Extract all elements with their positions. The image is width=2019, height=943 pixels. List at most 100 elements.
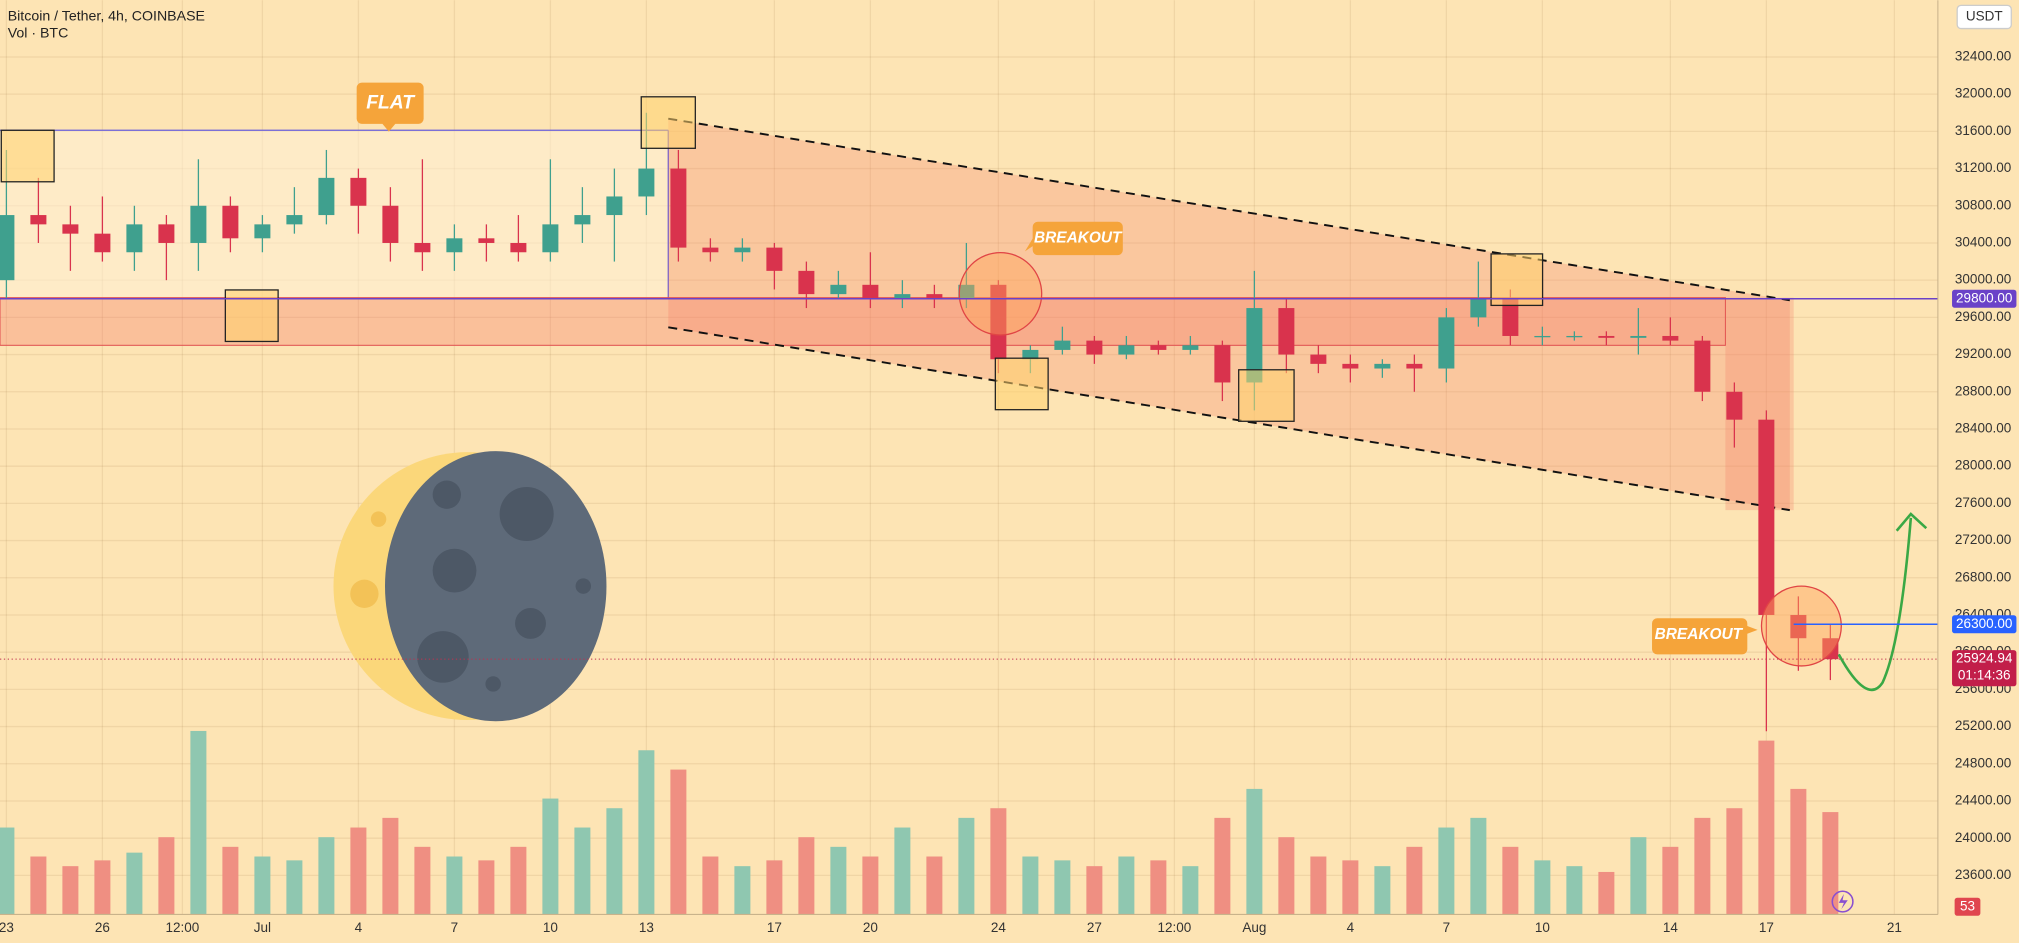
candle-body [1118, 345, 1135, 355]
replay-icon[interactable] [1831, 890, 1854, 913]
volume-bar [254, 856, 271, 915]
candle-body [1566, 335, 1583, 338]
candle-body [126, 224, 143, 253]
y-tick-label: 28000.00 [1955, 458, 2011, 473]
volume-bar [1694, 817, 1711, 915]
candle-body [446, 238, 463, 253]
volume-tag [1954, 897, 1981, 916]
volume-bar [926, 856, 943, 915]
y-tick-label: 30800.00 [1955, 197, 2011, 212]
candle-body [1662, 335, 1679, 341]
x-tick-label: 4 [355, 920, 363, 935]
boxes [0, 96, 1544, 422]
volume-bar [126, 852, 143, 915]
y-tick-label: 24400.00 [1955, 793, 2011, 808]
y-tick-label: 27600.00 [1955, 495, 2011, 510]
candle-body [414, 242, 431, 253]
candle-body [1182, 345, 1199, 350]
candle-body [766, 247, 783, 271]
volume-bar [1726, 808, 1743, 915]
volume-bar [1278, 837, 1295, 915]
volume-bar [1118, 856, 1135, 915]
volume-bar [1790, 788, 1807, 915]
x-tick-label: 27 [1087, 920, 1102, 935]
volume-bar [158, 837, 175, 915]
volume-bar [1342, 860, 1359, 915]
candle-body [1758, 419, 1775, 615]
volume-bar [798, 837, 815, 915]
projection-arrow [1837, 517, 1913, 692]
y-tick-label: 30400.00 [1955, 235, 2011, 250]
candle-body [830, 284, 847, 295]
volume-bar [1438, 827, 1455, 915]
volume-bar [862, 856, 879, 915]
price-tag [1952, 650, 2017, 687]
candle-body [30, 215, 47, 225]
candle-body [1694, 340, 1711, 392]
volume-bar [766, 860, 783, 915]
candle-body [158, 224, 175, 243]
currency-box [1956, 4, 2012, 30]
candle-body [94, 233, 111, 253]
candle-body [798, 270, 815, 295]
x-tick-label: 10 [543, 920, 558, 935]
callout-text: BREAKOUT [1034, 230, 1123, 247]
candle-body [350, 177, 367, 206]
box [1490, 253, 1544, 307]
x-tick-label: Aug [1242, 920, 1266, 935]
candle-body [510, 242, 527, 253]
candle-body [62, 224, 79, 234]
volume-bar [1086, 866, 1103, 915]
box [1238, 369, 1295, 422]
callout [356, 82, 424, 132]
channel-top [668, 117, 1790, 302]
candle-body [254, 224, 271, 239]
volume-bar [1598, 871, 1615, 915]
volume-bar [414, 846, 431, 915]
volume-bar [1374, 866, 1391, 915]
moon-icon [333, 451, 607, 722]
candle-body [478, 238, 495, 243]
currency: USDT [1966, 9, 2003, 24]
volume-bar [1054, 860, 1071, 915]
candle-body [702, 247, 719, 253]
box [0, 129, 55, 183]
volume-bar [190, 730, 207, 915]
volume-bar [446, 856, 463, 915]
x-tick-label: 23 [0, 920, 14, 935]
volume-bar [62, 866, 79, 915]
y-tick-label: 28400.00 [1955, 421, 2011, 436]
y-tick-label: 29600.00 [1955, 309, 2011, 324]
candle-body [1790, 614, 1807, 639]
volume-pane [0, 730, 1839, 915]
x-tick-label: 12:00 [1157, 920, 1191, 935]
x-tick-label: 10 [1535, 920, 1550, 935]
candle-body [1502, 298, 1519, 336]
candle-body [958, 284, 975, 299]
volume-bar [670, 769, 687, 915]
y-tick-label: 28800.00 [1955, 383, 2011, 398]
title: Bitcoin / Tether, 4h, COINBASE [8, 9, 205, 25]
volume-bar [1246, 788, 1263, 915]
volume-bar [0, 827, 15, 915]
y-tick-label: 24000.00 [1955, 830, 2011, 845]
volume-bar [94, 860, 111, 915]
level-label: 26300.00 [1956, 616, 2012, 631]
volume-bar [478, 860, 495, 915]
volume-bar [1822, 812, 1839, 915]
x-tick-label: 17 [767, 920, 782, 935]
candle-body [1086, 340, 1103, 355]
replay-bolt [1838, 893, 1848, 910]
candle-body [1342, 363, 1359, 369]
candle-body [734, 247, 751, 253]
candle-body [1214, 345, 1231, 383]
x-tick-label: 14 [1663, 920, 1679, 935]
box [640, 96, 696, 149]
volume-bar [1406, 846, 1423, 915]
candle-body [1374, 363, 1391, 369]
y-tick-label: 27200.00 [1955, 532, 2011, 547]
volume-bar [1310, 856, 1327, 915]
volume-bar [1566, 866, 1583, 915]
y-tick-label: 23600.00 [1955, 867, 2011, 882]
